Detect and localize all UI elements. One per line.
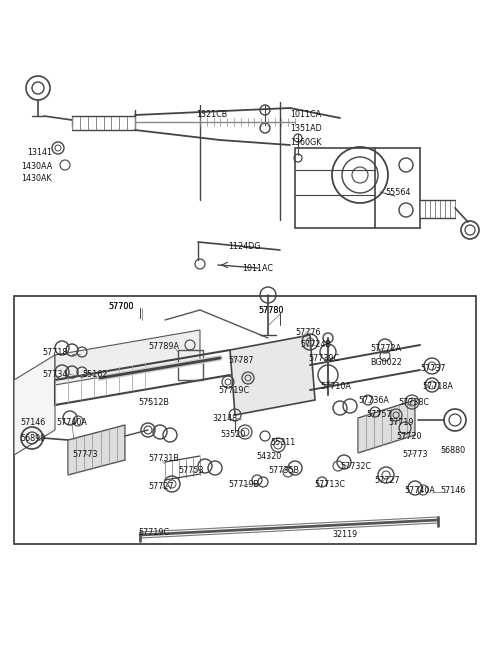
Text: 57776: 57776	[295, 328, 321, 337]
Text: 1351AD: 1351AD	[290, 124, 322, 133]
Text: 53520: 53520	[220, 430, 245, 439]
Text: 1011CA: 1011CA	[290, 110, 321, 119]
Text: 57736A: 57736A	[358, 396, 389, 405]
Text: 57146: 57146	[20, 418, 45, 427]
Bar	[178, 350, 203, 380]
Text: 57710A: 57710A	[320, 382, 351, 391]
Text: 57738C: 57738C	[398, 398, 429, 407]
Text: 57713C: 57713C	[314, 480, 345, 489]
Text: 57787: 57787	[228, 356, 253, 365]
Bar	[14, 296, 476, 544]
Text: 57780: 57780	[258, 306, 283, 315]
Text: 32148: 32148	[212, 414, 237, 423]
Text: 57146: 57146	[440, 486, 465, 495]
Text: 57740A: 57740A	[404, 486, 435, 495]
Text: 1360GK: 1360GK	[290, 138, 322, 147]
Bar	[295, 148, 375, 228]
Polygon shape	[230, 335, 315, 415]
Text: 57773: 57773	[402, 450, 428, 459]
Text: 57719: 57719	[388, 418, 413, 427]
Text: 57734: 57734	[42, 370, 67, 379]
Text: 57727: 57727	[374, 476, 400, 485]
Text: 57724B: 57724B	[300, 340, 331, 349]
Text: 57719C: 57719C	[218, 386, 249, 395]
Text: 55162: 55162	[82, 370, 108, 379]
Text: 32119: 32119	[332, 530, 357, 539]
Text: 57720: 57720	[396, 432, 421, 441]
Text: 55564: 55564	[385, 188, 410, 197]
Text: 57512B: 57512B	[138, 398, 169, 407]
Text: 57772A: 57772A	[370, 344, 401, 353]
Text: 57719C: 57719C	[138, 528, 169, 537]
Text: 57718A: 57718A	[422, 382, 453, 391]
Text: 57753: 57753	[178, 466, 204, 475]
Polygon shape	[14, 355, 55, 455]
Text: 1430AK: 1430AK	[22, 174, 52, 183]
Text: 54320: 54320	[256, 452, 281, 461]
Text: 1124DG: 1124DG	[228, 242, 261, 251]
Polygon shape	[358, 400, 415, 453]
Text: 57727: 57727	[148, 482, 174, 491]
Text: 1430AA: 1430AA	[21, 162, 52, 171]
Text: 57732C: 57732C	[340, 462, 371, 471]
Text: 13141: 13141	[27, 148, 52, 157]
Text: 1321CB: 1321CB	[196, 110, 227, 119]
Text: 57757: 57757	[366, 410, 392, 419]
Text: 57719B: 57719B	[228, 480, 259, 489]
Text: 57718: 57718	[42, 348, 67, 357]
Text: 56880: 56880	[440, 446, 465, 455]
Text: 57789A: 57789A	[148, 342, 179, 351]
Polygon shape	[55, 330, 200, 385]
Text: 57739C: 57739C	[308, 354, 339, 363]
Polygon shape	[68, 425, 125, 475]
Text: 57700: 57700	[108, 302, 133, 311]
Text: 57780: 57780	[258, 306, 283, 315]
Text: 57731B: 57731B	[148, 454, 179, 463]
Text: 57737: 57737	[420, 364, 445, 373]
Text: 57740A: 57740A	[56, 418, 87, 427]
Text: 56890: 56890	[20, 434, 45, 443]
Text: 55311: 55311	[270, 438, 295, 447]
Text: 1011AC: 1011AC	[242, 264, 273, 273]
Text: 57700: 57700	[108, 302, 133, 311]
Text: 57773: 57773	[72, 450, 97, 459]
Text: 57735B: 57735B	[268, 466, 299, 475]
Text: BG0022: BG0022	[370, 358, 402, 367]
